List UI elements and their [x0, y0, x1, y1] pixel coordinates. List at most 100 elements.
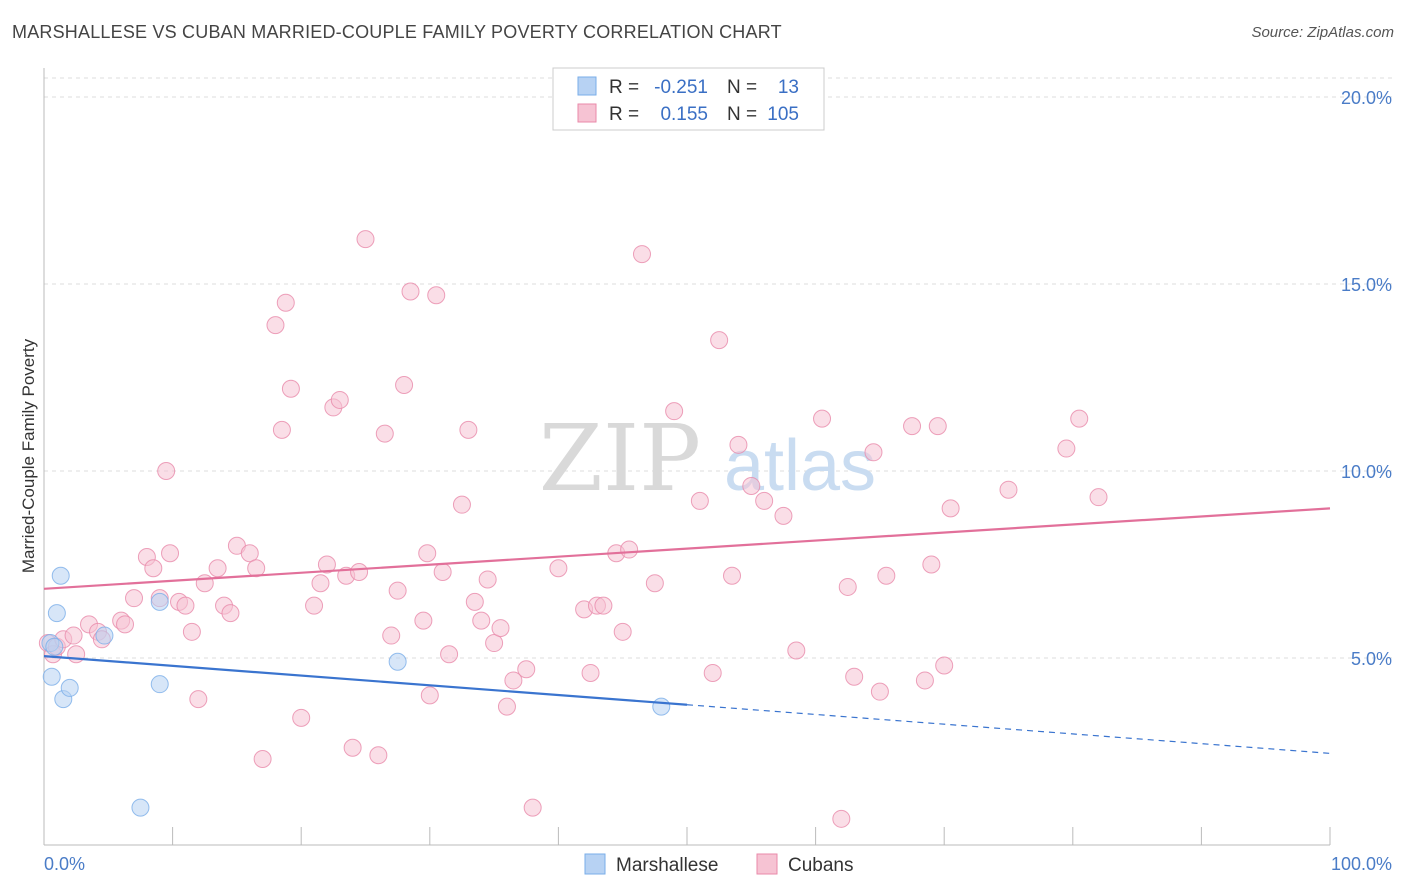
cubans-point-28	[253, 749, 272, 768]
legend-r-value-2: 0.155	[660, 104, 708, 125]
cubans-point-94	[915, 671, 934, 690]
y-tick-label-20: 20.0%	[1341, 88, 1392, 108]
data-points	[38, 230, 1108, 828]
cubans-point-22	[208, 559, 227, 578]
cubans-point-100	[1057, 439, 1076, 458]
cubans-point-73	[620, 540, 639, 559]
cubans-point-31	[276, 293, 295, 312]
cubans-point-30	[272, 420, 291, 439]
marshallese-point-4	[42, 667, 61, 686]
cubans-point-38	[330, 390, 349, 409]
marshallese-point-2	[47, 604, 66, 623]
cubans-point-55	[452, 495, 471, 514]
cubans-point-32	[281, 379, 300, 398]
cubans-point-96	[928, 417, 947, 436]
cubans-point-57	[465, 592, 484, 611]
legend-n-label-1: N =	[727, 77, 757, 98]
cubans-point-81	[729, 435, 748, 454]
legend-swatch-marshallese	[577, 76, 597, 96]
cubans-point-43	[369, 746, 388, 765]
y-tick-label-5: 5.0%	[1351, 649, 1392, 669]
marshallese-point-10	[131, 798, 150, 817]
cubans-point-98	[941, 499, 960, 518]
cubans-point-40	[343, 738, 362, 757]
x-tick-label-max: 100.0%	[1331, 854, 1392, 874]
cubans-point-83	[755, 491, 774, 510]
cubans-point-46	[388, 581, 407, 600]
marshallese-point-7	[95, 626, 114, 645]
cubans-point-47	[395, 375, 414, 394]
cubans-point-91	[870, 682, 889, 701]
cubans-point-63	[504, 671, 523, 690]
y-tick-label-10: 10.0%	[1341, 462, 1392, 482]
cubans-point-93	[903, 417, 922, 436]
cubans-point-35	[311, 574, 330, 593]
cubans-point-36	[317, 555, 336, 574]
source-credit: Source: ZipAtlas.com	[1251, 24, 1394, 41]
cubans-point-48	[401, 282, 420, 301]
marshallese-point-11	[388, 652, 407, 671]
cubans-point-68	[581, 663, 600, 682]
legend-n-value-1: 13	[778, 77, 799, 98]
cubans-trend-line	[43, 507, 1331, 590]
cubans-point-84	[774, 506, 793, 525]
cubans-point-85	[787, 641, 806, 660]
cubans-point-18	[176, 596, 195, 615]
series-swatch-marshallese	[584, 853, 606, 875]
cubans-point-34	[305, 596, 324, 615]
legend-box	[552, 67, 825, 131]
cubans-point-56	[459, 420, 478, 439]
cubans-point-79	[710, 331, 729, 350]
cubans-point-87	[832, 809, 851, 828]
cubans-point-86	[813, 409, 832, 428]
legend-n-label-2: N =	[727, 104, 757, 125]
cubans-point-26	[240, 544, 259, 563]
legend-r-label-2: R =	[609, 104, 639, 125]
legend-r-value-1: -0.251	[654, 77, 708, 98]
marshallese-trend-extension	[686, 704, 1331, 754]
cubans-point-10	[116, 615, 135, 634]
series-swatch-cubans	[756, 853, 778, 875]
cubans-point-49	[414, 611, 433, 630]
y-tick-label-15: 15.0%	[1341, 275, 1392, 295]
marshallese-point-8	[150, 675, 169, 694]
cubans-point-19	[182, 622, 201, 641]
cubans-point-92	[877, 566, 896, 585]
cubans-point-53	[433, 562, 452, 581]
grid-lines	[44, 77, 1392, 659]
cubans-point-16	[161, 544, 180, 563]
series-label-cubans: Cubans	[788, 855, 854, 876]
cubans-point-78	[703, 663, 722, 682]
legend-swatch-cubans	[577, 103, 597, 123]
cubans-point-88	[838, 577, 857, 596]
cubans-point-44	[375, 424, 394, 443]
cubans-point-13	[144, 559, 163, 578]
x-tick-label-min: 0.0%	[44, 854, 85, 874]
cubans-point-82	[742, 476, 761, 495]
cubans-point-27	[247, 559, 266, 578]
cubans-point-62	[497, 697, 516, 716]
cubans-point-29	[266, 316, 285, 335]
cubans-point-24	[221, 604, 240, 623]
series-legend: Marshallese Cubans	[584, 853, 854, 876]
cubans-point-51	[420, 686, 439, 705]
cubans-point-72	[613, 622, 632, 641]
cubans-point-76	[665, 402, 684, 421]
legend-r-label-1: R =	[609, 77, 639, 98]
cubans-point-52	[427, 286, 446, 305]
cubans-point-97	[935, 656, 954, 675]
cubans-point-66	[549, 559, 568, 578]
cubans-point-75	[645, 574, 664, 593]
cubans-point-11	[125, 589, 144, 608]
cubans-point-65	[523, 798, 542, 817]
cubans-point-70	[594, 596, 613, 615]
cubans-point-64	[517, 660, 536, 679]
cubans-point-5	[67, 645, 86, 664]
cubans-point-20	[189, 690, 208, 709]
cubans-point-60	[485, 634, 504, 653]
x-tick-labels: 0.0% 100.0%	[44, 854, 1392, 874]
cubans-point-102	[1089, 488, 1108, 507]
cubans-point-58	[472, 611, 491, 630]
cubans-point-99	[999, 480, 1018, 499]
